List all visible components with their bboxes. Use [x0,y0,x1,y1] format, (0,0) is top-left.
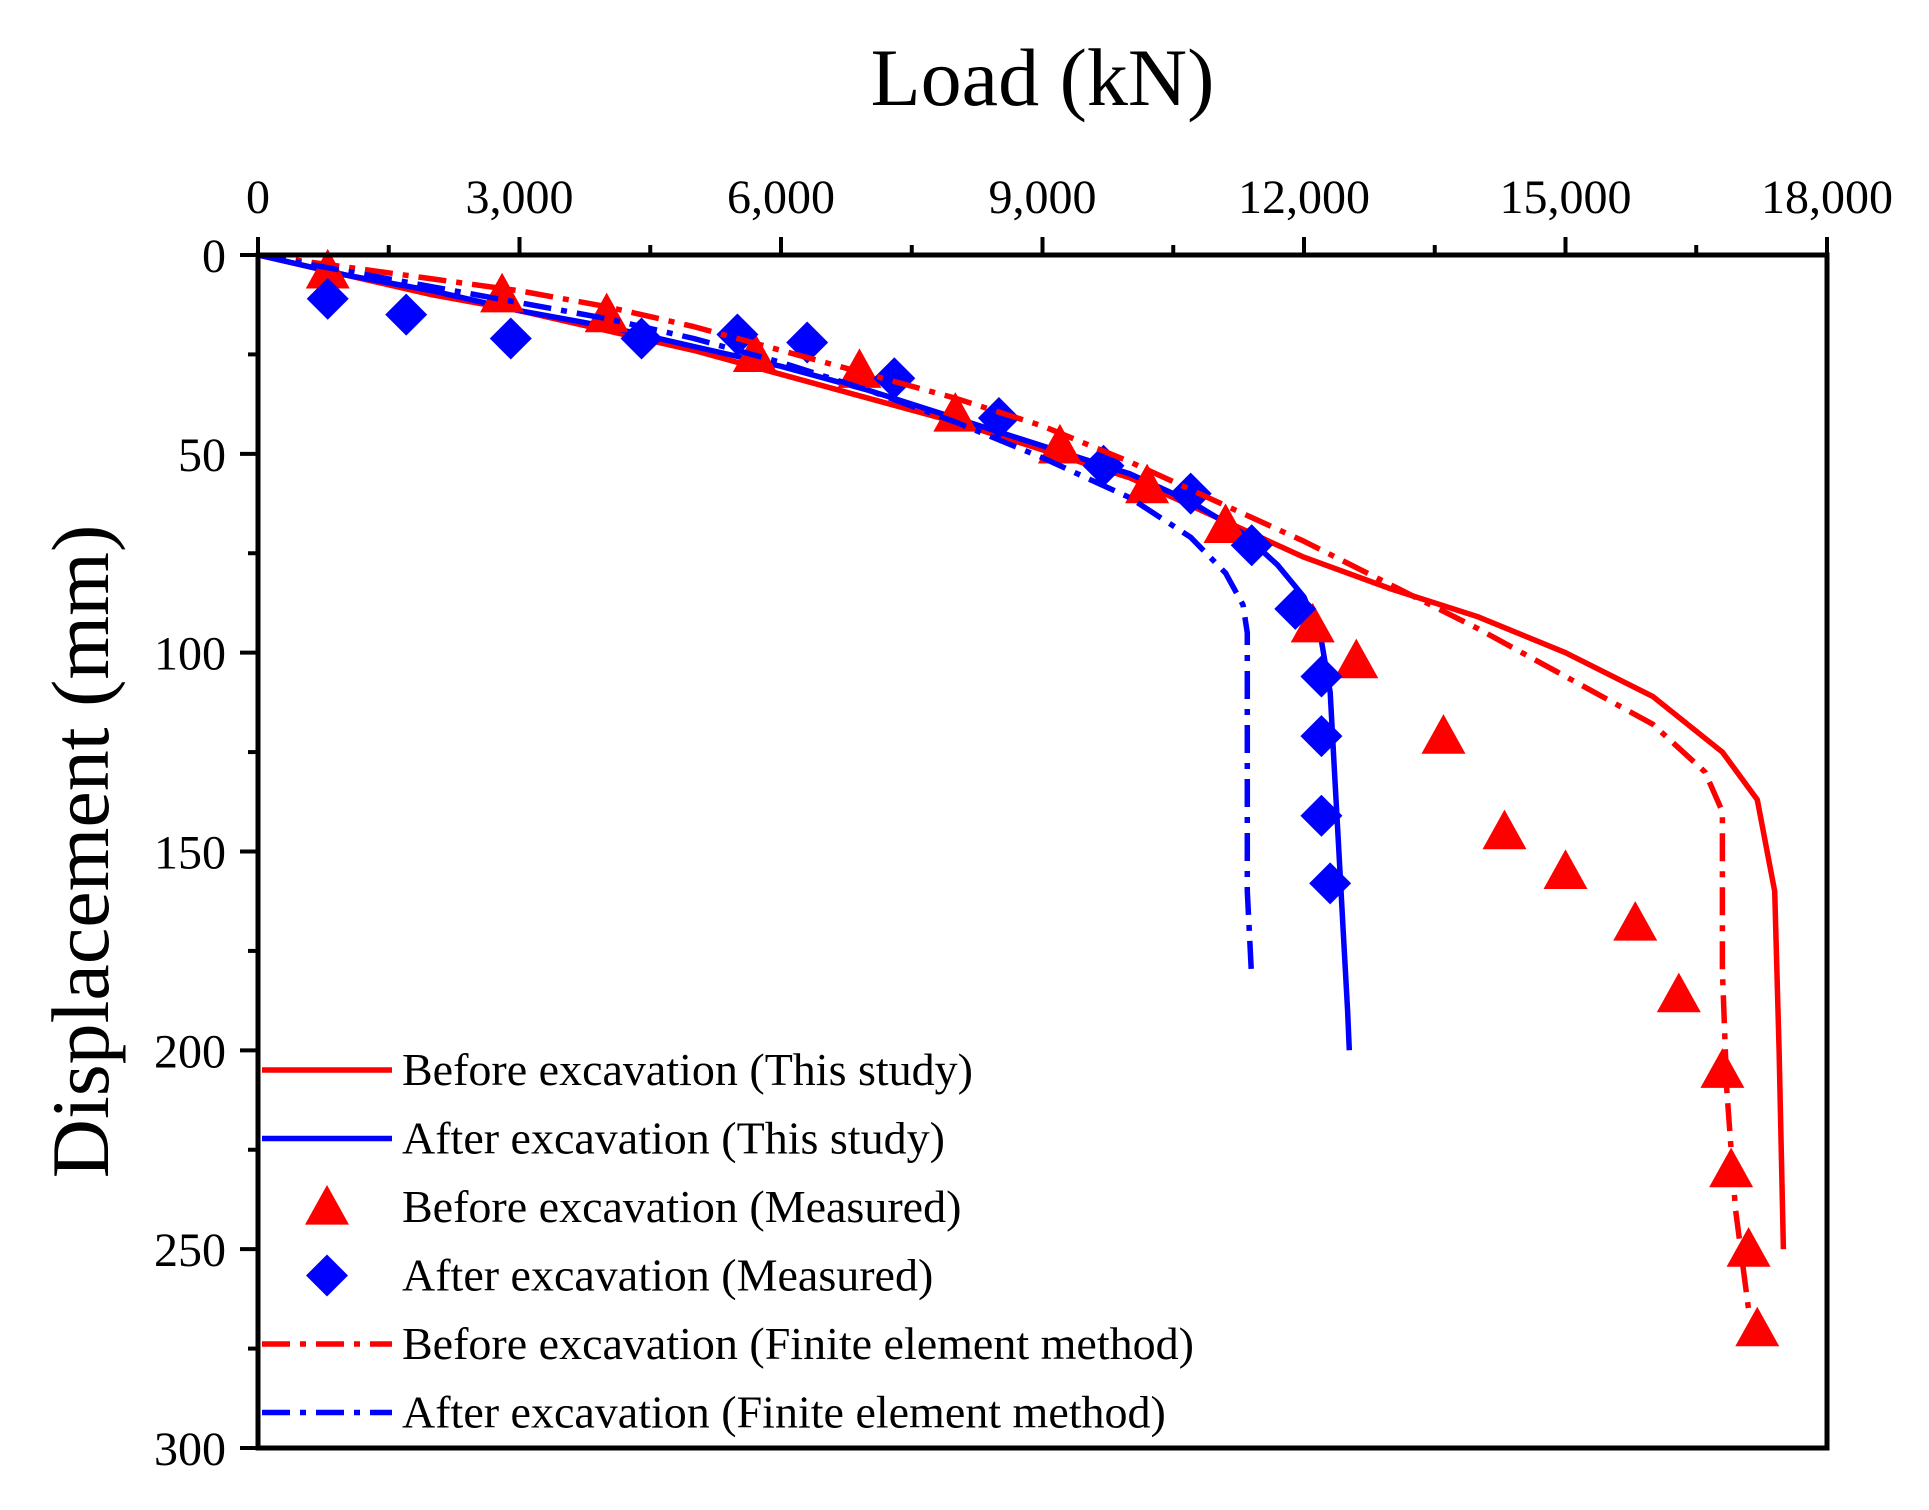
x-tick-label: 18,000 [1761,171,1893,224]
series-line [257,252,1787,1250]
y-tick-label: 0 [202,230,226,283]
y-tick-label: 200 [154,1025,226,1078]
data-point [1290,602,1335,643]
data-point [977,397,1020,440]
x-tick-label: 15,000 [1500,171,1632,224]
data-point [1735,1306,1780,1347]
data-point [480,272,525,313]
x-tick-label: 6,000 [727,171,835,224]
data-point [1300,794,1343,837]
data-point [306,277,349,320]
data-point [716,313,759,356]
data-point [1613,901,1658,941]
data-point [1037,423,1082,464]
data-point [1169,472,1212,515]
x-tick-label: 0 [246,171,270,224]
y-tick-label: 150 [154,827,226,880]
data-point [1203,503,1248,544]
y-tick-label: 250 [154,1224,226,1277]
data-point [1700,1048,1745,1088]
legend-swatch [305,1185,349,1225]
legend-label: Before excavation (This study) [402,1044,973,1095]
legend-item: After excavation (This study) [262,1113,945,1164]
data-point [837,348,882,388]
data-point [1125,463,1170,504]
data-point [1726,1227,1771,1267]
y-tick-label: 100 [154,628,226,681]
data-point [1421,714,1466,754]
series-before-excavation-finite-element-method [257,252,1752,1310]
y-tick-label: 300 [154,1423,226,1476]
series-layer [257,248,1787,1347]
data-point [1334,638,1379,679]
data-point [1300,655,1343,698]
legend-label: After excavation (Measured) [402,1250,933,1301]
legend-item: After excavation (Measured) [306,1250,933,1301]
legend-item: After excavation (Finite element method) [262,1387,1166,1438]
legend-label: Before excavation (Measured) [402,1181,961,1232]
legend-label: After excavation (Finite element method) [402,1387,1166,1438]
series-after-excavation-finite-element-method [257,252,1255,979]
series-after-excavation-measured [306,277,1352,905]
data-point [1656,972,1701,1013]
legend-label: After excavation (This study) [402,1113,945,1164]
series-before-excavation-measured [305,248,1780,1347]
legend: Before excavation (This study) After exca… [262,1044,1194,1438]
y-axis-title: Displacement (mm) [35,525,126,1179]
x-axis-title: Load (kN) [871,32,1215,123]
data-point [584,292,629,333]
legend-item: Before excavation (Measured) [305,1181,961,1232]
data-point [1230,524,1273,567]
data-point [1543,849,1588,889]
data-point [1482,809,1527,850]
legend-swatch [306,1254,348,1297]
x-tick-label: 12,000 [1238,171,1370,224]
legend-item: Before excavation (This study) [262,1044,973,1095]
series-before-excavation-this-study [257,252,1787,1250]
legend-label: Before excavation (Finite element method… [402,1318,1194,1369]
series-line [257,252,1353,1051]
x-tick-label: 9,000 [989,171,1097,224]
y-axis: 0 50 100 150 200 250 300 [154,230,258,1476]
data-point [1309,862,1352,905]
data-point [1300,715,1343,758]
data-point [489,317,532,360]
data-point [732,332,777,373]
series-line [257,252,1752,1310]
data-point [873,357,916,400]
data-point [385,293,428,336]
legend-item: Before excavation (Finite element method… [262,1318,1194,1369]
y-tick-label: 50 [178,429,226,482]
x-tick-label: 3,000 [466,171,574,224]
series-after-excavation-this-study [257,252,1353,1051]
data-point [933,392,978,432]
x-axis: 0 3,000 6,000 9,000 12,000 15,000 18,000 [246,171,1893,255]
data-point [1274,587,1317,630]
series-line [257,252,1255,979]
